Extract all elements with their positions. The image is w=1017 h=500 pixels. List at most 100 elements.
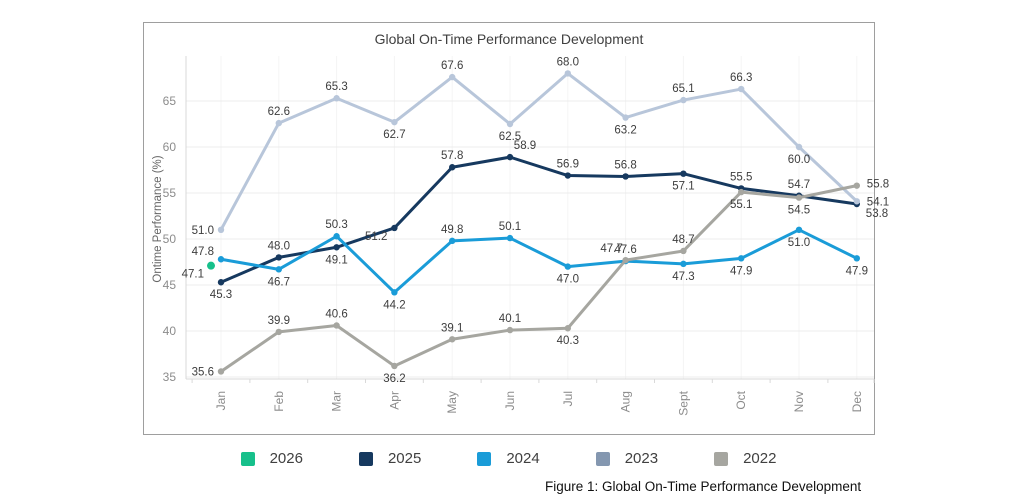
legend-swatch-2022	[714, 451, 729, 466]
data-point	[564, 172, 571, 179]
legend-label-2024: 2024	[506, 450, 540, 467]
data-label: 47.7	[600, 243, 622, 255]
data-point	[391, 362, 398, 370]
data-label: 62.5	[499, 131, 521, 143]
data-label: 50.1	[499, 221, 521, 233]
series-2022: 35.6 39.9 40.6 36.2 39.1 40.1 40.3 47.7 48.7 55.1…	[192, 179, 890, 385]
data-point	[506, 234, 514, 242]
legend-swatch-2025	[358, 451, 373, 466]
data-point	[564, 70, 571, 77]
data-label: 40.6	[325, 308, 347, 320]
data-point	[391, 224, 398, 232]
data-label: 47.6	[614, 244, 636, 256]
data-point	[738, 188, 745, 196]
data-point	[738, 85, 745, 93]
data-point	[853, 255, 860, 262]
legend-swatch-2026	[240, 451, 255, 466]
data-label: 57.8	[441, 150, 463, 162]
data-point	[622, 256, 629, 264]
data-label: 36.2	[383, 373, 405, 385]
legend-item-2026[interactable]: 2026	[240, 450, 303, 467]
data-label: 44.2	[383, 299, 405, 311]
data-label: 54.5	[788, 205, 810, 217]
data-label: 68.0	[557, 56, 579, 68]
data-label: 66.3	[730, 72, 752, 84]
y-tick-label: 55	[163, 186, 177, 200]
data-label: 65.3	[325, 81, 347, 93]
legend-label-2023: 2023	[624, 450, 659, 467]
series-2023: 51.0 62.6 65.3 62.7 67.6 62.5 68.0 63.2 65.1 66.3…	[192, 56, 890, 236]
y-tick-label: 40	[163, 324, 177, 338]
data-point	[449, 237, 456, 245]
legend-swatch-2023	[595, 451, 610, 466]
legend-swatch-2024	[477, 451, 492, 466]
data-label: 51.0	[192, 225, 214, 237]
data-label: 57.1	[672, 181, 694, 193]
data-label: 40.1	[499, 313, 521, 325]
data-point	[564, 325, 571, 332]
chart-legend: 2026 2025 2024 2023 2022	[0, 450, 1017, 467]
data-point	[275, 266, 282, 273]
data-label: 54.7	[788, 179, 810, 191]
y-tick-label: 35	[163, 370, 177, 384]
data-point	[333, 95, 340, 102]
x-tick-label: May	[445, 391, 459, 414]
y-tick-label: 65	[163, 94, 177, 108]
data-point	[680, 260, 687, 268]
data-point	[275, 328, 282, 336]
data-point	[506, 326, 514, 334]
x-tick-label: Sept	[676, 390, 690, 415]
data-label: 51.2	[365, 231, 387, 243]
legend-label-2026: 2026	[269, 450, 303, 467]
legend-label-2025: 2025	[387, 450, 422, 467]
data-label: 55.5	[730, 171, 752, 183]
data-label: 40.3	[557, 335, 579, 347]
data-point	[795, 226, 803, 233]
data-point	[795, 143, 803, 151]
data-label: 55.1	[730, 199, 752, 211]
x-tick-label: Dec	[850, 391, 864, 412]
data-label: 35.6	[192, 366, 214, 378]
y-tick-label: 60	[163, 140, 177, 154]
data-label: 60.0	[788, 154, 810, 166]
data-point	[506, 120, 514, 128]
legend-item-2024[interactable]: 2024	[477, 450, 540, 467]
data-point	[449, 336, 456, 343]
data-point	[622, 114, 629, 121]
data-label: 49.1	[325, 254, 347, 266]
data-label: 47.1	[182, 269, 204, 281]
chart-canvas: 35 40 45 50 55 60 65 Jan Feb Mar Apr May Jun Jul Aug Se…	[144, 23, 889, 434]
data-label: 47.8	[192, 246, 214, 258]
data-label: 47.3	[672, 271, 694, 283]
data-point	[853, 182, 860, 189]
data-label: 46.7	[268, 276, 290, 288]
data-point	[564, 263, 571, 270]
data-point	[680, 96, 687, 104]
data-point	[680, 170, 687, 177]
chart-card: 35 40 45 50 55 60 65 Jan Feb Mar Apr May Jun Jul Aug Se…	[143, 22, 889, 435]
data-point	[217, 256, 225, 263]
legend-item-2025[interactable]: 2025	[358, 450, 422, 467]
legend-item-2023[interactable]: 2023	[595, 450, 659, 467]
data-point	[275, 254, 282, 261]
data-label: 47.9	[846, 265, 868, 277]
data-label: 62.6	[268, 106, 290, 118]
x-tick-label: Jun	[503, 391, 517, 410]
data-point	[506, 153, 514, 161]
x-tick-label: Jan	[214, 391, 228, 410]
data-label: 56.9	[557, 159, 579, 171]
data-point	[217, 368, 225, 375]
series-2024: 47.8 46.7 50.3 44.2 49.8 50.1 47.0 47.6 47.3 47.9…	[192, 219, 868, 311]
data-label: 65.1	[672, 83, 694, 95]
data-label: 39.9	[268, 315, 290, 327]
data-point	[391, 118, 398, 126]
data-label: 55.8	[867, 179, 889, 191]
legend-item-2022[interactable]: 2022	[714, 450, 776, 467]
data-label: 48.0	[268, 240, 290, 252]
figure-caption: Figure 1: Global On-Time Performance Dev…	[545, 479, 862, 494]
x-tick-label: Oct	[734, 390, 748, 409]
data-label: 51.0	[788, 237, 810, 249]
x-tick-label: Apr	[387, 391, 401, 410]
data-label: 62.7	[383, 129, 405, 141]
